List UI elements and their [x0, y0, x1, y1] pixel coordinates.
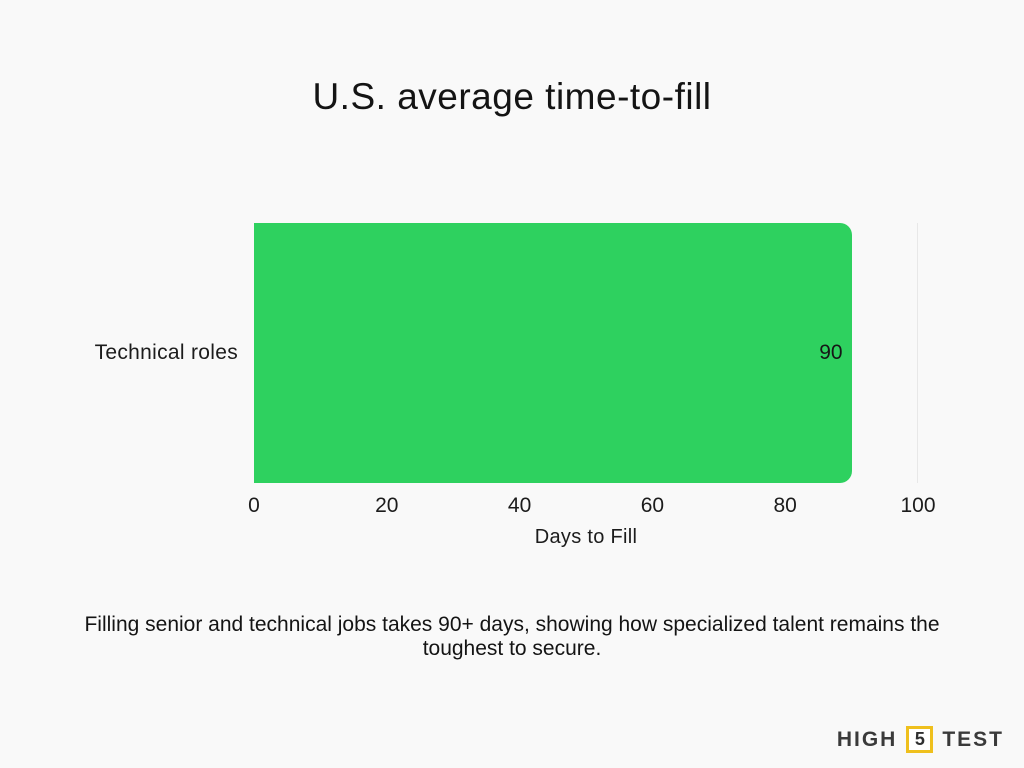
x-tick-label: 40: [507, 494, 532, 517]
chart-title: U.S. average time-to-fill: [312, 76, 712, 117]
logo-text-test: TEST: [942, 727, 1004, 751]
x-tick-label: 20: [375, 494, 399, 517]
x-tick-label: 100: [900, 494, 936, 517]
logo-text-high: HIGH: [836, 727, 898, 751]
x-axis-title: Days to Fill: [534, 526, 638, 548]
chart-caption: Filling senior and technical jobs takes …: [84, 613, 940, 660]
bar-technical-roles: 90: [254, 223, 852, 483]
gridline-100: [917, 223, 918, 483]
y-category-label: Technical roles: [94, 341, 238, 364]
x-tick-label: 0: [248, 494, 260, 517]
x-tick-label: 60: [640, 494, 665, 517]
plot-area: 90: [254, 223, 918, 483]
x-axis-ticks: 0 20 40 60 80 100: [248, 494, 935, 520]
x-tick-label: 80: [773, 494, 797, 517]
bar-value-label: 90: [819, 341, 843, 364]
logo-box-5: 5: [906, 726, 934, 753]
high5test-logo: HIGH 5 TEST: [837, 726, 1004, 753]
